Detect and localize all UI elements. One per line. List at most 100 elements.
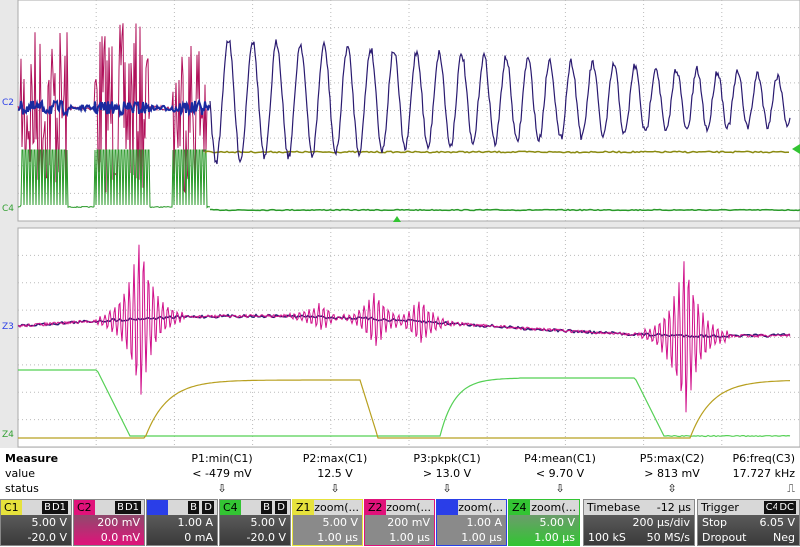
measure-row-label: value (5, 467, 36, 480)
channel-box: Timebase -12 µs 200 µs/div 100 kS 50 MS/s (583, 499, 695, 546)
measure-name: P6:freq(C3) (732, 452, 795, 465)
box-value: 1.00 µs (534, 531, 575, 544)
measure-name: P1:min(C1) (191, 452, 253, 465)
scope-display: C2 C4 Z3 Z4 (0, 0, 800, 448)
marker: C2 (2, 98, 14, 108)
box-value: 5.00 V (539, 516, 575, 529)
channel-box: Z4 zoom(... 5.00 V 1.00 µs (508, 499, 580, 546)
box-title: zoom(... (531, 501, 576, 514)
box-title: zoom(... (386, 501, 431, 514)
box-header: Z1 zoom(... (293, 500, 362, 515)
box-label: C2 (74, 500, 95, 515)
box-badge: D1 (122, 501, 141, 514)
box-value: 5.00 V (250, 516, 286, 529)
measure-status: ⇩ (330, 482, 340, 495)
marker: C4 (2, 204, 14, 214)
box-badge: DC (777, 501, 796, 514)
box-badge: B (115, 501, 126, 514)
box-badge: D (202, 501, 214, 514)
box-label: Z3 (437, 500, 458, 515)
measure-name: P3:pkpk(C1) (413, 452, 481, 465)
box-value: 100 kS (588, 531, 626, 544)
channel-box: Z2 zoom(... 200 mV 1.00 µs (364, 499, 435, 546)
box-label: Z2 (365, 500, 386, 515)
box-label: C4 (220, 500, 241, 515)
trace (18, 369, 791, 438)
measure-status: ⇩ (555, 482, 565, 495)
measure-status: ⇳ (667, 482, 677, 495)
box-title: zoom(... (458, 501, 503, 514)
box-badge: B (42, 501, 53, 514)
measure-row-label: status (5, 482, 39, 495)
box-value: 5.00 V (31, 516, 67, 529)
channel-box: C4 B D 5.00 V -20.0 V (219, 499, 291, 546)
box-header: C4 B D (220, 500, 290, 515)
trace (209, 39, 791, 165)
marker: Z4 (2, 430, 14, 440)
measure-value: 12.5 V (317, 467, 353, 480)
trigger-marker (393, 216, 401, 222)
box-header: Z3 zoom(... (437, 500, 506, 515)
box-value: 1.00 A (466, 516, 502, 529)
box-badge: B (261, 501, 272, 514)
box-value: 5.00 V (322, 516, 358, 529)
measure-name: P5:max(C2) (639, 452, 705, 465)
marker: Z3 (2, 322, 14, 332)
channel-box: C1 B D1 5.00 V -20.0 V (0, 499, 72, 546)
box-header: Z4 zoom(... (509, 500, 579, 515)
level-marker (792, 144, 800, 154)
box-value: 200 mV (97, 516, 140, 529)
box-label: C3 (147, 500, 168, 515)
measure-name: P2:max(C1) (302, 452, 368, 465)
box-value: -20.0 V (246, 531, 286, 544)
box-value: 50 MS/s (646, 531, 690, 544)
trace (210, 208, 800, 212)
measure-status: ⇩ (217, 482, 227, 495)
measure-status: ⇩ (442, 482, 452, 495)
trace (17, 313, 791, 339)
traces (17, 23, 800, 439)
box-label: C1 (1, 500, 22, 515)
measure-name: P4:mean(C1) (524, 452, 596, 465)
trace (17, 98, 211, 118)
channel-box: C2 B D1 200 mV 0.0 mV (73, 499, 145, 546)
box-header: Timebase -12 µs (584, 500, 694, 515)
box-header: C1 B D1 (1, 500, 71, 515)
box-title: zoom(... (314, 501, 359, 514)
box-title: -12 µs (656, 501, 691, 514)
measure-value: < 9.70 V (535, 467, 585, 480)
measure-row-label: Measure (5, 452, 59, 465)
box-value: 6.05 V (759, 516, 795, 529)
box-value: -20.0 V (27, 531, 67, 544)
box-label: Trigger (701, 501, 739, 514)
box-value: Dropout (702, 531, 747, 544)
channel-box: Z1 zoom(... 5.00 V 1.00 µs (292, 499, 363, 546)
measure-value: > 13.0 V (422, 467, 472, 480)
box-value: 0 mA (184, 531, 213, 544)
box-header: Z2 zoom(... (365, 500, 434, 515)
measure-value: < -479 mV (192, 467, 252, 480)
trace (17, 149, 211, 209)
channel-box: Trigger C4 DC Stop 6.05 V Dropout Neg (697, 499, 800, 546)
box-value: 0.0 mV (100, 531, 140, 544)
box-value: 200 mV (387, 516, 430, 529)
measure-value: 17.727 kHz (732, 467, 795, 480)
box-value: Neg (773, 531, 795, 544)
box-value: 1.00 µs (317, 531, 358, 544)
box-label: Timebase (587, 501, 641, 514)
box-header: Trigger C4 DC (698, 500, 799, 515)
box-value: 1.00 µs (389, 531, 430, 544)
channel-box: C3 B D 1.00 A 0 mA (146, 499, 218, 546)
box-value: 1.00 µs (461, 531, 502, 544)
box-header: C3 B D (147, 500, 217, 515)
box-badge: B (188, 501, 199, 514)
trace (17, 244, 791, 413)
box-badge: C4 (763, 501, 781, 514)
box-value: 200 µs/div (632, 516, 690, 529)
box-header: C2 B D1 (74, 500, 144, 515)
channel-box: Z3 zoom(... 1.00 A 1.00 µs (436, 499, 507, 546)
trace (18, 379, 791, 439)
box-badge: D (275, 501, 287, 514)
box-label: Z1 (293, 500, 314, 515)
